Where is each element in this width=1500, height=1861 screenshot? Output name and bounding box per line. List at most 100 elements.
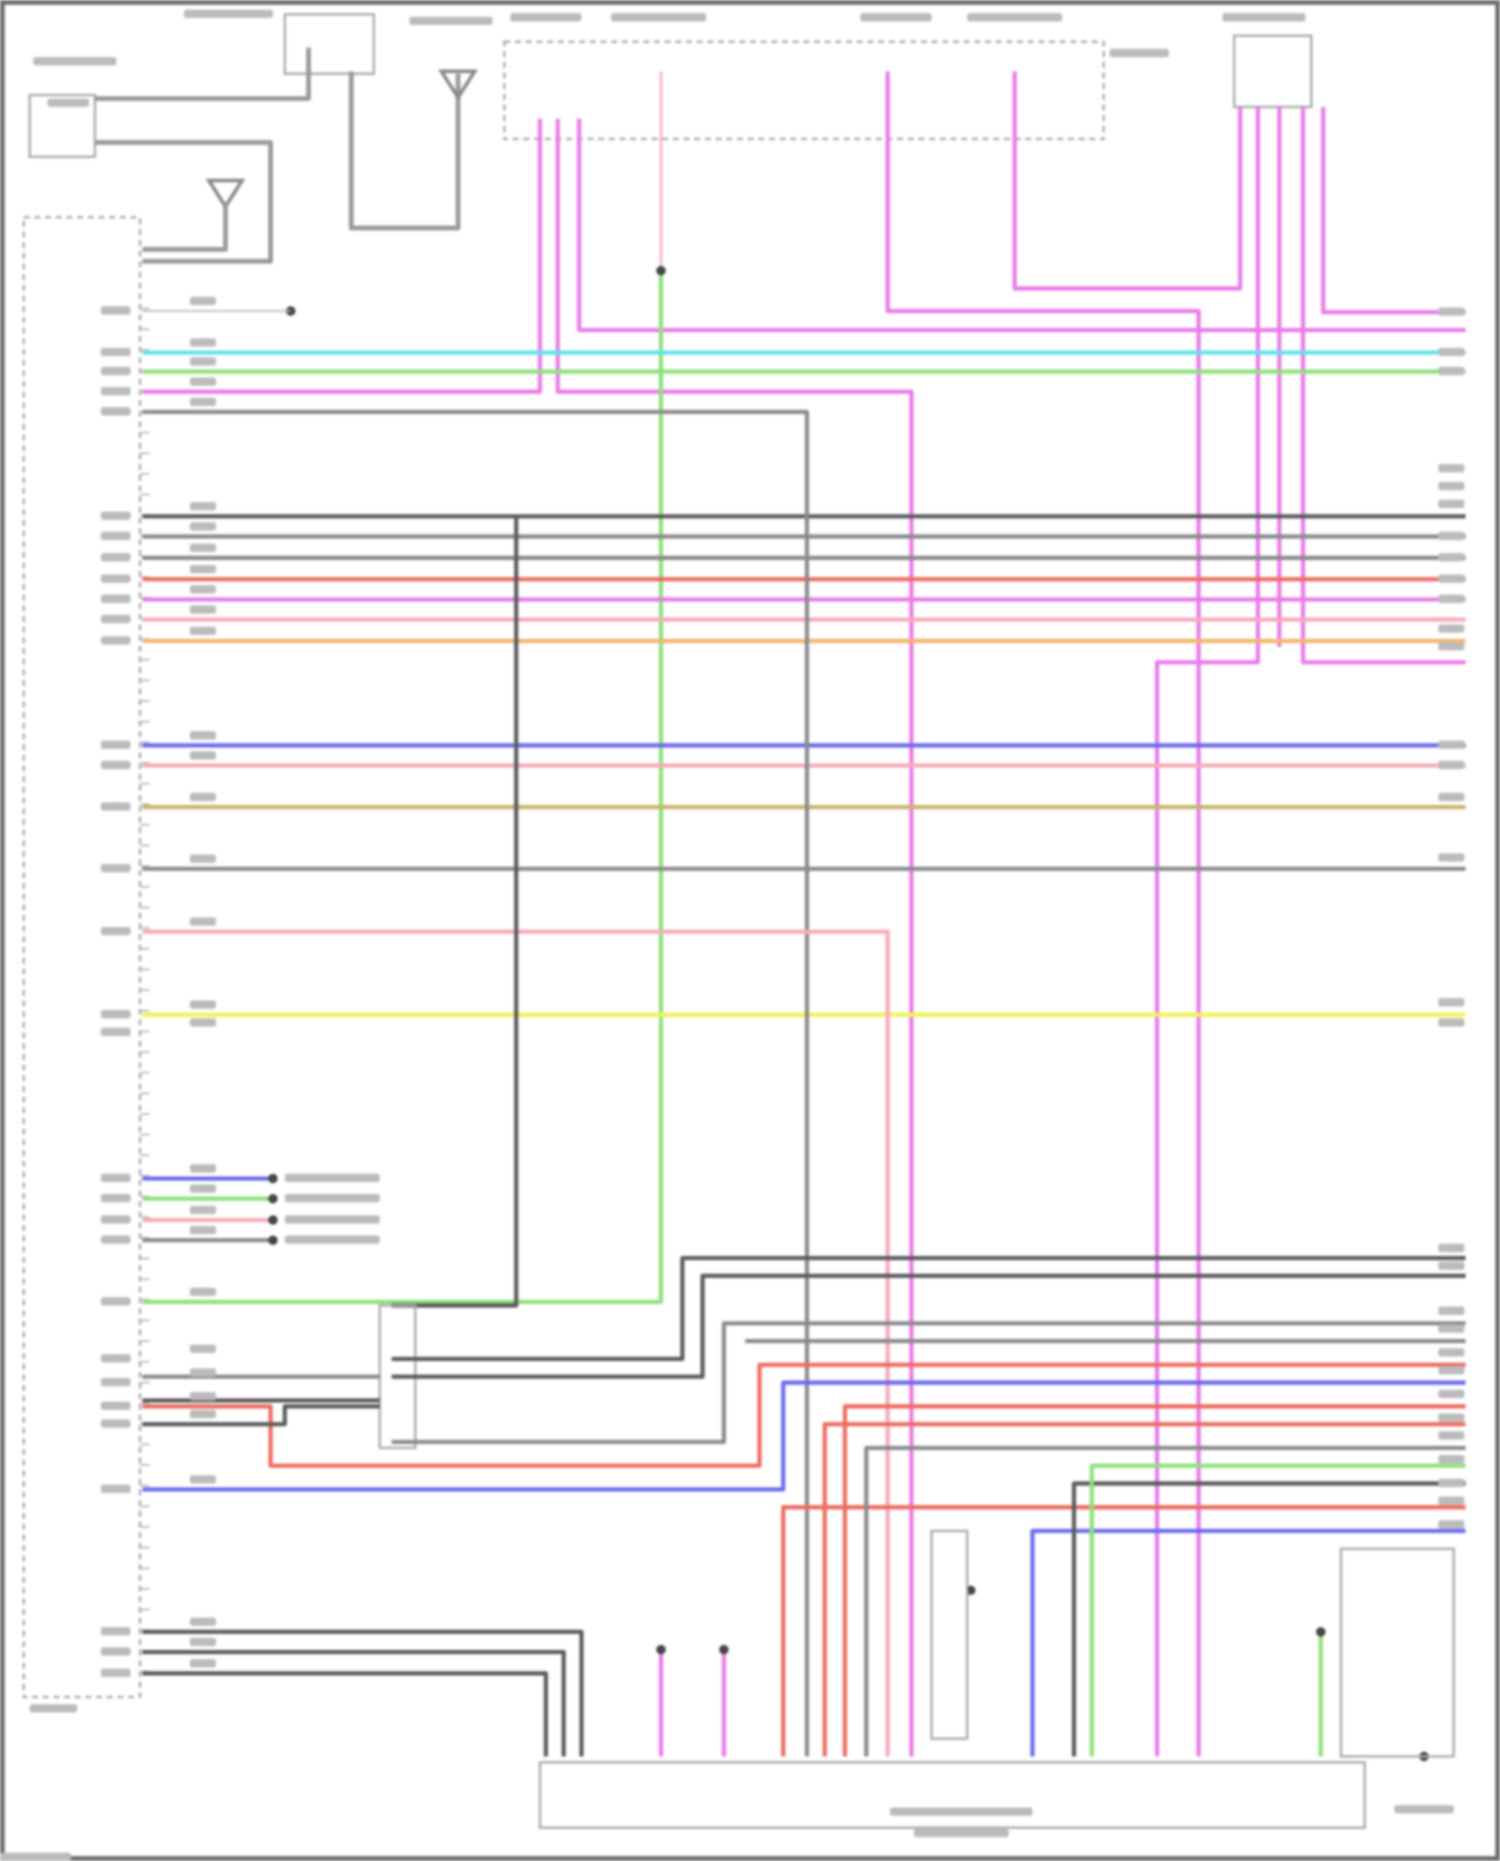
pin-name-label — [100, 802, 131, 811]
pin-name-label — [100, 1010, 131, 1019]
wire-code-label — [189, 1368, 216, 1377]
component-label — [1394, 1805, 1454, 1814]
wire-magenta — [1154, 106, 1260, 1757]
wire-magenta — [577, 118, 1466, 333]
component-label — [890, 1807, 1033, 1816]
wire-code-label — [189, 1018, 216, 1027]
pin-name-label — [100, 1193, 131, 1203]
wire-code-label — [1438, 1366, 1465, 1375]
pin-name-label — [100, 760, 131, 770]
splice-dot — [268, 1193, 278, 1204]
wire-code-label — [1438, 1324, 1465, 1333]
label-text — [47, 98, 90, 107]
wire-code-label — [1438, 760, 1465, 770]
wire-red — [142, 1362, 1466, 1468]
wire-code-label — [1438, 1496, 1465, 1505]
wire-code-label — [1438, 853, 1465, 862]
pin-name-label — [100, 1377, 131, 1387]
wire-code-label — [1438, 1261, 1465, 1270]
component-label — [29, 1704, 78, 1713]
wire-magenta — [1012, 71, 1243, 291]
component-label — [913, 1828, 1009, 1838]
wire-code-label — [189, 502, 216, 511]
wire-code-label — [1438, 740, 1465, 749]
splice-dot — [656, 1644, 666, 1655]
pin-name-label — [100, 1484, 131, 1493]
pin-name-label — [100, 1647, 131, 1656]
wire-gray — [142, 409, 810, 1757]
label-text — [1109, 48, 1169, 58]
pin-name-label — [100, 1401, 131, 1410]
bracket — [1339, 1547, 1455, 1758]
pin-name-label — [100, 306, 131, 315]
wire-code-label — [1438, 481, 1465, 491]
wire-gray — [94, 140, 273, 264]
splice-dot — [268, 1235, 278, 1245]
pin-name-label — [100, 1419, 131, 1428]
wire-magenta — [1300, 106, 1466, 665]
wire-green — [1089, 1463, 1466, 1757]
wire-code-label — [1438, 499, 1465, 509]
label-text — [510, 13, 582, 22]
relay-box — [283, 13, 375, 75]
wire-code-label — [1438, 464, 1465, 473]
splice-dot — [719, 1644, 729, 1655]
pin-name-label — [100, 1235, 131, 1244]
wire-code-label — [189, 1164, 216, 1173]
bracket — [930, 1529, 969, 1740]
wire-code-label — [189, 1205, 216, 1215]
wire-code-label — [189, 397, 216, 406]
wire-code-label — [1438, 998, 1465, 1007]
wire-code-label — [189, 1617, 216, 1626]
wire-dark-gray — [391, 1273, 1466, 1379]
wire-code-label — [189, 626, 216, 636]
pin-name-label — [100, 864, 131, 873]
wire-code-label — [1438, 642, 1465, 651]
wire-red — [842, 1404, 1466, 1757]
label-text — [967, 13, 1063, 22]
wire-code-label — [189, 296, 216, 306]
wire-dark-gray — [142, 1404, 380, 1427]
pin-name-label — [100, 1297, 131, 1306]
label-text — [284, 1215, 380, 1224]
label-text — [1222, 13, 1306, 22]
wire-dark-gray — [391, 1255, 1466, 1361]
splice-dot — [656, 265, 666, 276]
pin-name-label — [100, 740, 131, 749]
wire-magenta — [1321, 106, 1466, 315]
wire-pink — [142, 929, 890, 1757]
wire-code-label — [189, 1184, 216, 1193]
wire-code-label — [189, 1475, 216, 1484]
wire-code-label — [1438, 792, 1465, 802]
wire-code-label — [189, 585, 216, 594]
wire-code-label — [189, 1287, 216, 1297]
wire-code-label — [1438, 594, 1465, 603]
wire-blue — [142, 1380, 1466, 1492]
pin-name-label — [100, 347, 131, 357]
pin-name-label — [100, 1668, 131, 1677]
component-label — [409, 16, 493, 26]
wire-dark-gray — [142, 1649, 566, 1757]
copyright-label — [0, 1852, 72, 1861]
wire-code-label — [189, 854, 216, 863]
wire-red — [781, 1505, 1466, 1757]
module-box — [28, 93, 97, 158]
wire-code-label — [189, 338, 216, 347]
pin-name-label — [100, 553, 131, 562]
wire-code-label — [189, 605, 216, 614]
pin-name-label — [100, 1627, 131, 1636]
pin-name-label — [100, 574, 131, 583]
pin-name-label — [100, 1027, 131, 1037]
radio-control-switch-connector — [538, 1761, 1366, 1829]
label-text — [284, 1193, 380, 1203]
pin-name-label — [100, 926, 131, 936]
pin-name-label — [100, 1215, 131, 1224]
wire-code-label — [1438, 1455, 1465, 1464]
radio-receiver-module — [22, 216, 142, 1699]
wire-code-label — [189, 1659, 216, 1668]
wire-code-label — [189, 1225, 216, 1235]
wire-code-label — [1438, 574, 1465, 583]
antenna-icon — [438, 69, 478, 101]
